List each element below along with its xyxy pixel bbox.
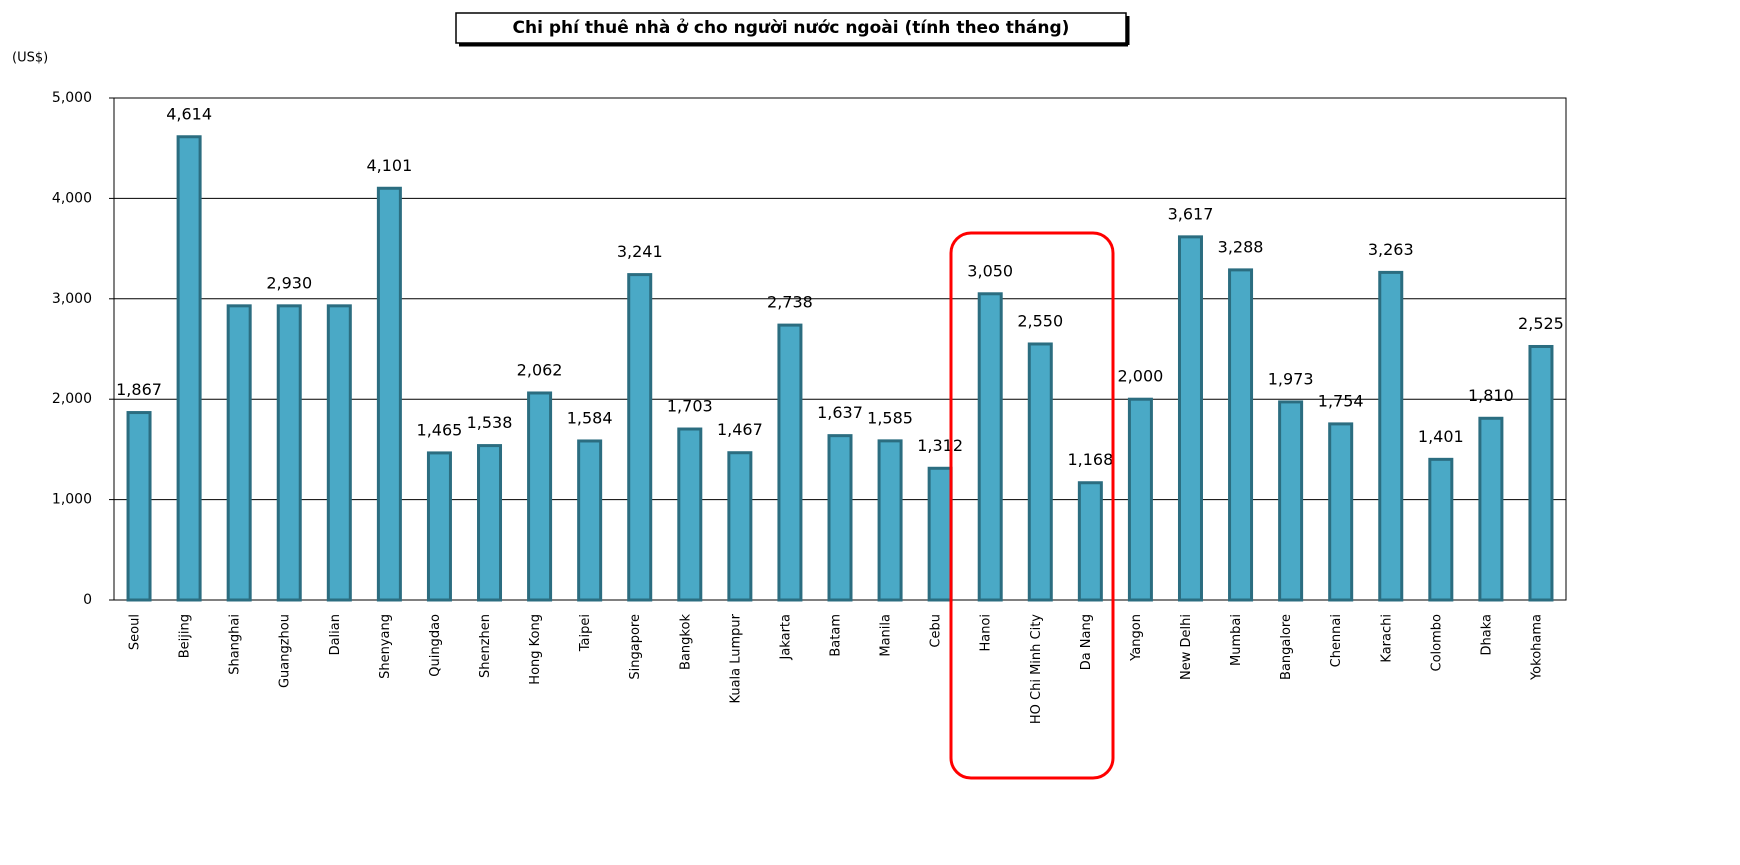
value-label: 3,617 (1168, 204, 1214, 223)
bar (977, 292, 1003, 602)
value-label: 2,525 (1518, 314, 1564, 333)
x-tick-label: Dalian (328, 614, 343, 655)
value-label: 3,288 (1218, 237, 1264, 256)
value-label: 1,585 (867, 408, 913, 427)
bar (326, 304, 352, 602)
x-tick-label: Dhaka (1479, 614, 1494, 655)
x-tick-label: Da Nang (1079, 614, 1094, 670)
bar (577, 439, 603, 602)
bar (1027, 342, 1053, 602)
bar (527, 391, 553, 602)
bar (877, 439, 903, 602)
x-tick-label: Beijing (178, 614, 193, 658)
value-label: 1,401 (1418, 427, 1464, 446)
y-tick-label: 5,000 (52, 90, 92, 106)
value-label: 1,973 (1268, 369, 1314, 388)
x-tick-label: HO Chi Minh City (1029, 614, 1044, 724)
value-label: 2,930 (266, 273, 312, 292)
x-tick-label: Cebu (929, 614, 944, 648)
x-tick-label: Kuala Lumpur (728, 613, 743, 703)
value-label: 1,467 (717, 420, 763, 439)
x-tick-label: Batam (829, 614, 844, 657)
value-label: 1,168 (1067, 450, 1113, 469)
bar (1478, 416, 1504, 602)
y-tick-label: 0 (83, 592, 92, 608)
value-label: 1,637 (817, 403, 863, 422)
highlight-box (949, 231, 1115, 780)
value-label: 3,241 (617, 242, 663, 261)
x-tick-label: Chennai (1329, 614, 1344, 667)
value-label: 4,101 (366, 156, 412, 175)
y-tick-label: 3,000 (52, 291, 92, 307)
value-label: 1,312 (917, 436, 963, 455)
bar (226, 304, 252, 602)
y-tick-label: 1,000 (52, 492, 92, 508)
value-label: 1,465 (417, 420, 463, 439)
value-label: 2,062 (517, 360, 563, 379)
x-tick-label: Manila (879, 614, 894, 657)
bar (927, 466, 953, 602)
value-label: 1,584 (567, 408, 613, 427)
x-tick-label: Mumbai (1229, 614, 1244, 666)
x-tick-label: New Delhi (1179, 614, 1194, 680)
bar (426, 451, 452, 602)
plot: 0 1,000 2,000 3,000 4,000 5,000 Seoul 1,867 Beij… (52, 90, 1567, 724)
bar (376, 186, 402, 602)
value-label: 2,000 (1118, 367, 1164, 386)
x-tick-label: Shenzhen (478, 614, 493, 678)
bar (1228, 268, 1254, 602)
value-label: 1,538 (467, 413, 513, 432)
x-tick-label: Jakarta (778, 614, 793, 660)
x-tick-label: Guangzhou (278, 614, 293, 688)
x-tick-label: Yangon (1129, 614, 1144, 662)
bar (1177, 235, 1203, 602)
bar (1127, 397, 1153, 602)
title-box (455, 12, 1127, 44)
bar (1528, 344, 1554, 602)
x-tick-label: Seoul (128, 614, 143, 650)
value-label: 1,754 (1318, 391, 1364, 410)
x-tick-label: Taipei (578, 614, 593, 652)
value-label: 1,703 (667, 397, 713, 416)
bar (777, 323, 803, 602)
bar (677, 427, 703, 602)
bar (1077, 481, 1103, 602)
y-tick-label: 2,000 (52, 391, 92, 407)
value-label: 2,738 (767, 293, 813, 312)
bar (477, 444, 503, 602)
value-label: 1,810 (1468, 386, 1514, 405)
value-label: 3,050 (967, 261, 1013, 280)
bar (1378, 270, 1404, 602)
chart-title: Chi phí thuê nhà ở cho người nước ngoài … (513, 18, 1070, 38)
x-tick-label: Singapore (628, 614, 643, 680)
bar (176, 135, 202, 602)
value-label: 3,263 (1368, 240, 1414, 259)
value-label: 2,550 (1017, 311, 1063, 330)
bar (627, 273, 653, 602)
bar (1278, 400, 1304, 602)
bar (727, 451, 753, 602)
x-tick-label: Hong Kong (528, 614, 543, 685)
x-tick-label: Quingdao (428, 614, 443, 677)
x-tick-label: Hanoi (979, 614, 994, 652)
x-tick-label: Bangkok (678, 614, 693, 670)
bar (827, 434, 853, 602)
value-label: 1,867 (116, 380, 162, 399)
bar (276, 304, 302, 602)
value-label: 4,614 (166, 104, 212, 123)
x-tick-label: Shenyang (378, 614, 393, 679)
bar (1328, 422, 1354, 602)
bar (126, 411, 152, 602)
bar (1428, 457, 1454, 602)
x-tick-label: Bangalore (1279, 614, 1294, 680)
x-tick-label: Shanghai (228, 614, 243, 675)
y-tick-label: 4,000 (52, 190, 92, 206)
x-tick-label: Colombo (1429, 614, 1444, 672)
x-tick-label: Yokohama (1529, 614, 1544, 681)
x-tick-label: Karachi (1379, 614, 1394, 663)
y-axis-label: (US$) (12, 51, 48, 66)
